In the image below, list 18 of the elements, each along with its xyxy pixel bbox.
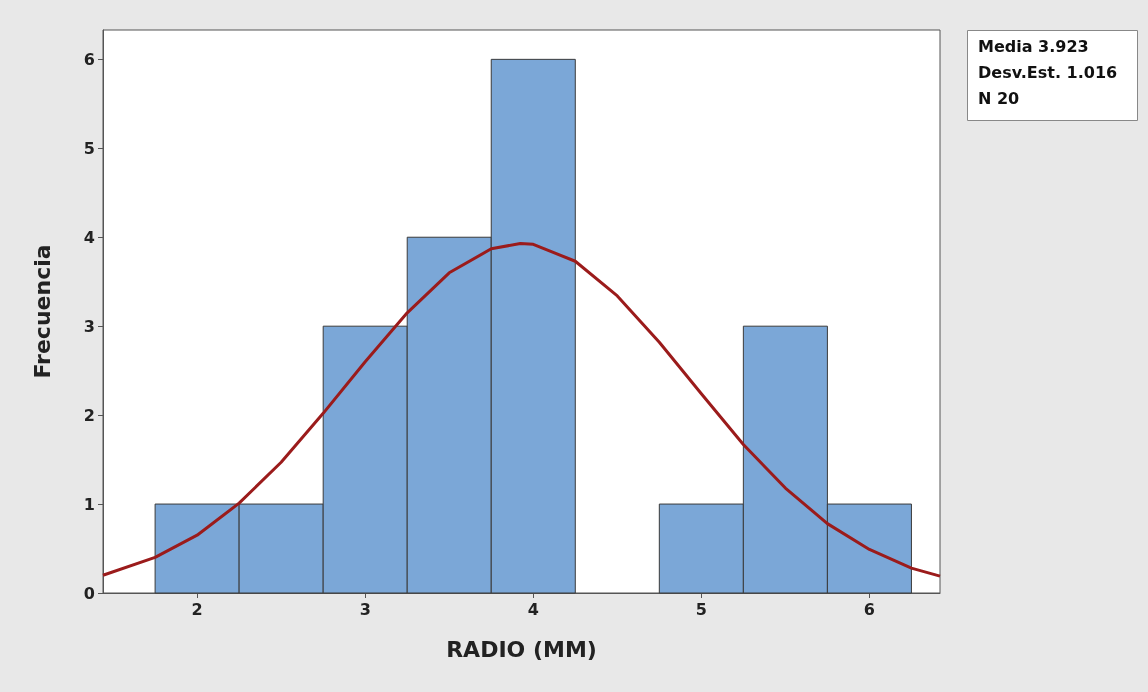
y-axis-title: Frecuencia xyxy=(29,244,55,379)
y-tick-label: 0 xyxy=(83,583,95,603)
text: Desv.Est. 1.016 xyxy=(978,62,1118,82)
text: Media 3.923 xyxy=(978,36,1089,56)
y-tick-label: 4 xyxy=(83,227,95,247)
y-tick-label: 3 xyxy=(83,316,95,336)
text: N 20 xyxy=(978,88,1020,108)
x-tick-label: 5 xyxy=(695,599,707,619)
x-tick-label: 4 xyxy=(527,599,539,619)
y-tick-label: 1 xyxy=(83,494,95,514)
x-axis-title: RADIO (MM) xyxy=(446,636,597,662)
y-tick-label: 5 xyxy=(83,138,95,158)
x-tick-label: 6 xyxy=(863,599,875,619)
x-tick-label: 3 xyxy=(359,599,371,619)
x-tick-label: 2 xyxy=(191,599,203,619)
y-tick-label: 6 xyxy=(83,49,95,69)
y-tick-label: 2 xyxy=(83,405,95,425)
line-series xyxy=(101,241,942,578)
